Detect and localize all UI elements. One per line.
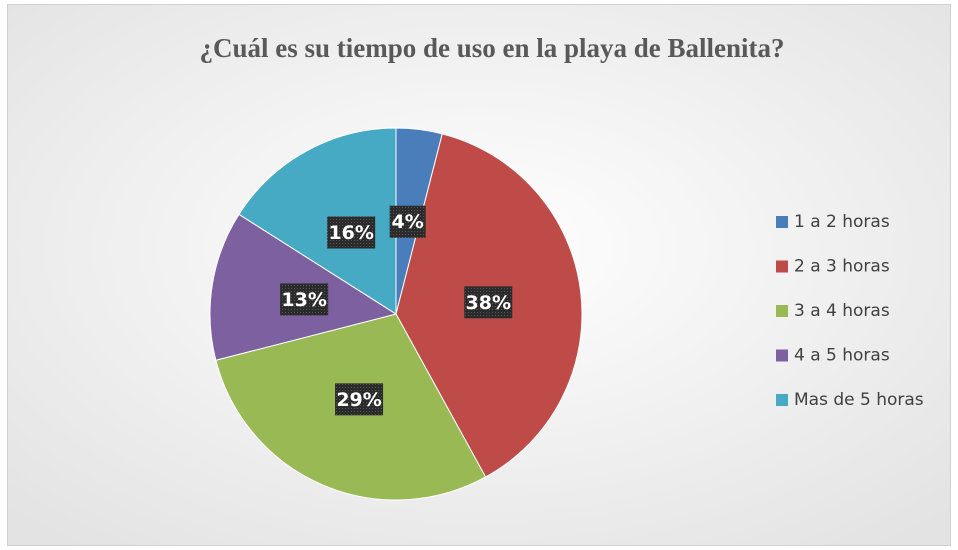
- legend-swatch: [776, 394, 788, 406]
- value-label-box: [335, 383, 384, 416]
- legend-swatch: [776, 260, 788, 273]
- value-label: 13%: [281, 289, 326, 311]
- value-label: 38%: [466, 292, 511, 314]
- value-label: 4%: [392, 211, 424, 233]
- value-label-box: [327, 216, 376, 249]
- legend-label: Mas de 5 horas: [794, 390, 924, 410]
- value-label-box: [280, 283, 329, 316]
- legend-label: 3 a 4 horas: [794, 301, 890, 321]
- value-label: 16%: [328, 222, 373, 244]
- value-label-box: [464, 286, 513, 319]
- chart-title: ¿Cuál es su tiempo de uso en la playa de…: [199, 33, 784, 63]
- pie-slice: [238, 127, 397, 315]
- legend-swatch: [776, 349, 788, 362]
- value-label-box: [389, 205, 426, 238]
- legend-swatch: [776, 305, 788, 317]
- legend-label: 2 a 3 horas: [794, 257, 890, 277]
- legend-label: 4 a 5 horas: [794, 346, 890, 366]
- legend-label: 1 a 2 horas: [794, 212, 890, 232]
- legend-swatch: [776, 216, 788, 228]
- value-label: 29%: [336, 389, 381, 411]
